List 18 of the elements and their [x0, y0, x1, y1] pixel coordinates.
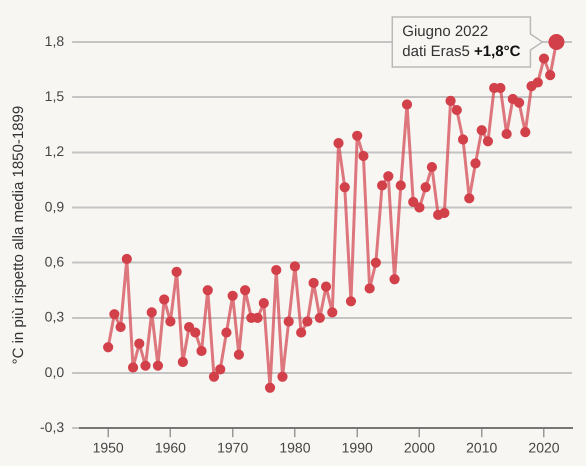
x-tick-label: 2010	[466, 439, 498, 456]
x-tick-label: 2020	[528, 439, 560, 456]
x-tick-label: 1980	[279, 439, 311, 456]
x-tick-label: 2000	[404, 439, 436, 456]
y-axis-title: °C in più rispetto alla media 1850-1899	[10, 106, 28, 364]
x-tick-label: 1950	[92, 439, 124, 456]
y-tick-label: 1,2	[44, 143, 64, 160]
y-tick-label: 0,6	[44, 254, 64, 270]
annotation: Giugno 2022 dati Eras5 +1,8°C	[402, 23, 521, 60]
x-tick-label: 1970	[217, 439, 248, 456]
y-tick-label: 1,8	[44, 32, 64, 49]
y-tick-label: 0,9	[44, 198, 64, 214]
x-tick-label: 1990	[342, 439, 373, 456]
y-tick-label: 0,3	[44, 308, 64, 325]
y-tick-label: -0,3	[40, 419, 64, 436]
y-tick-label: 0,0	[44, 364, 64, 380]
y-tick-label: 1,5	[44, 88, 64, 104]
x-tick-label: 1960	[154, 439, 186, 456]
